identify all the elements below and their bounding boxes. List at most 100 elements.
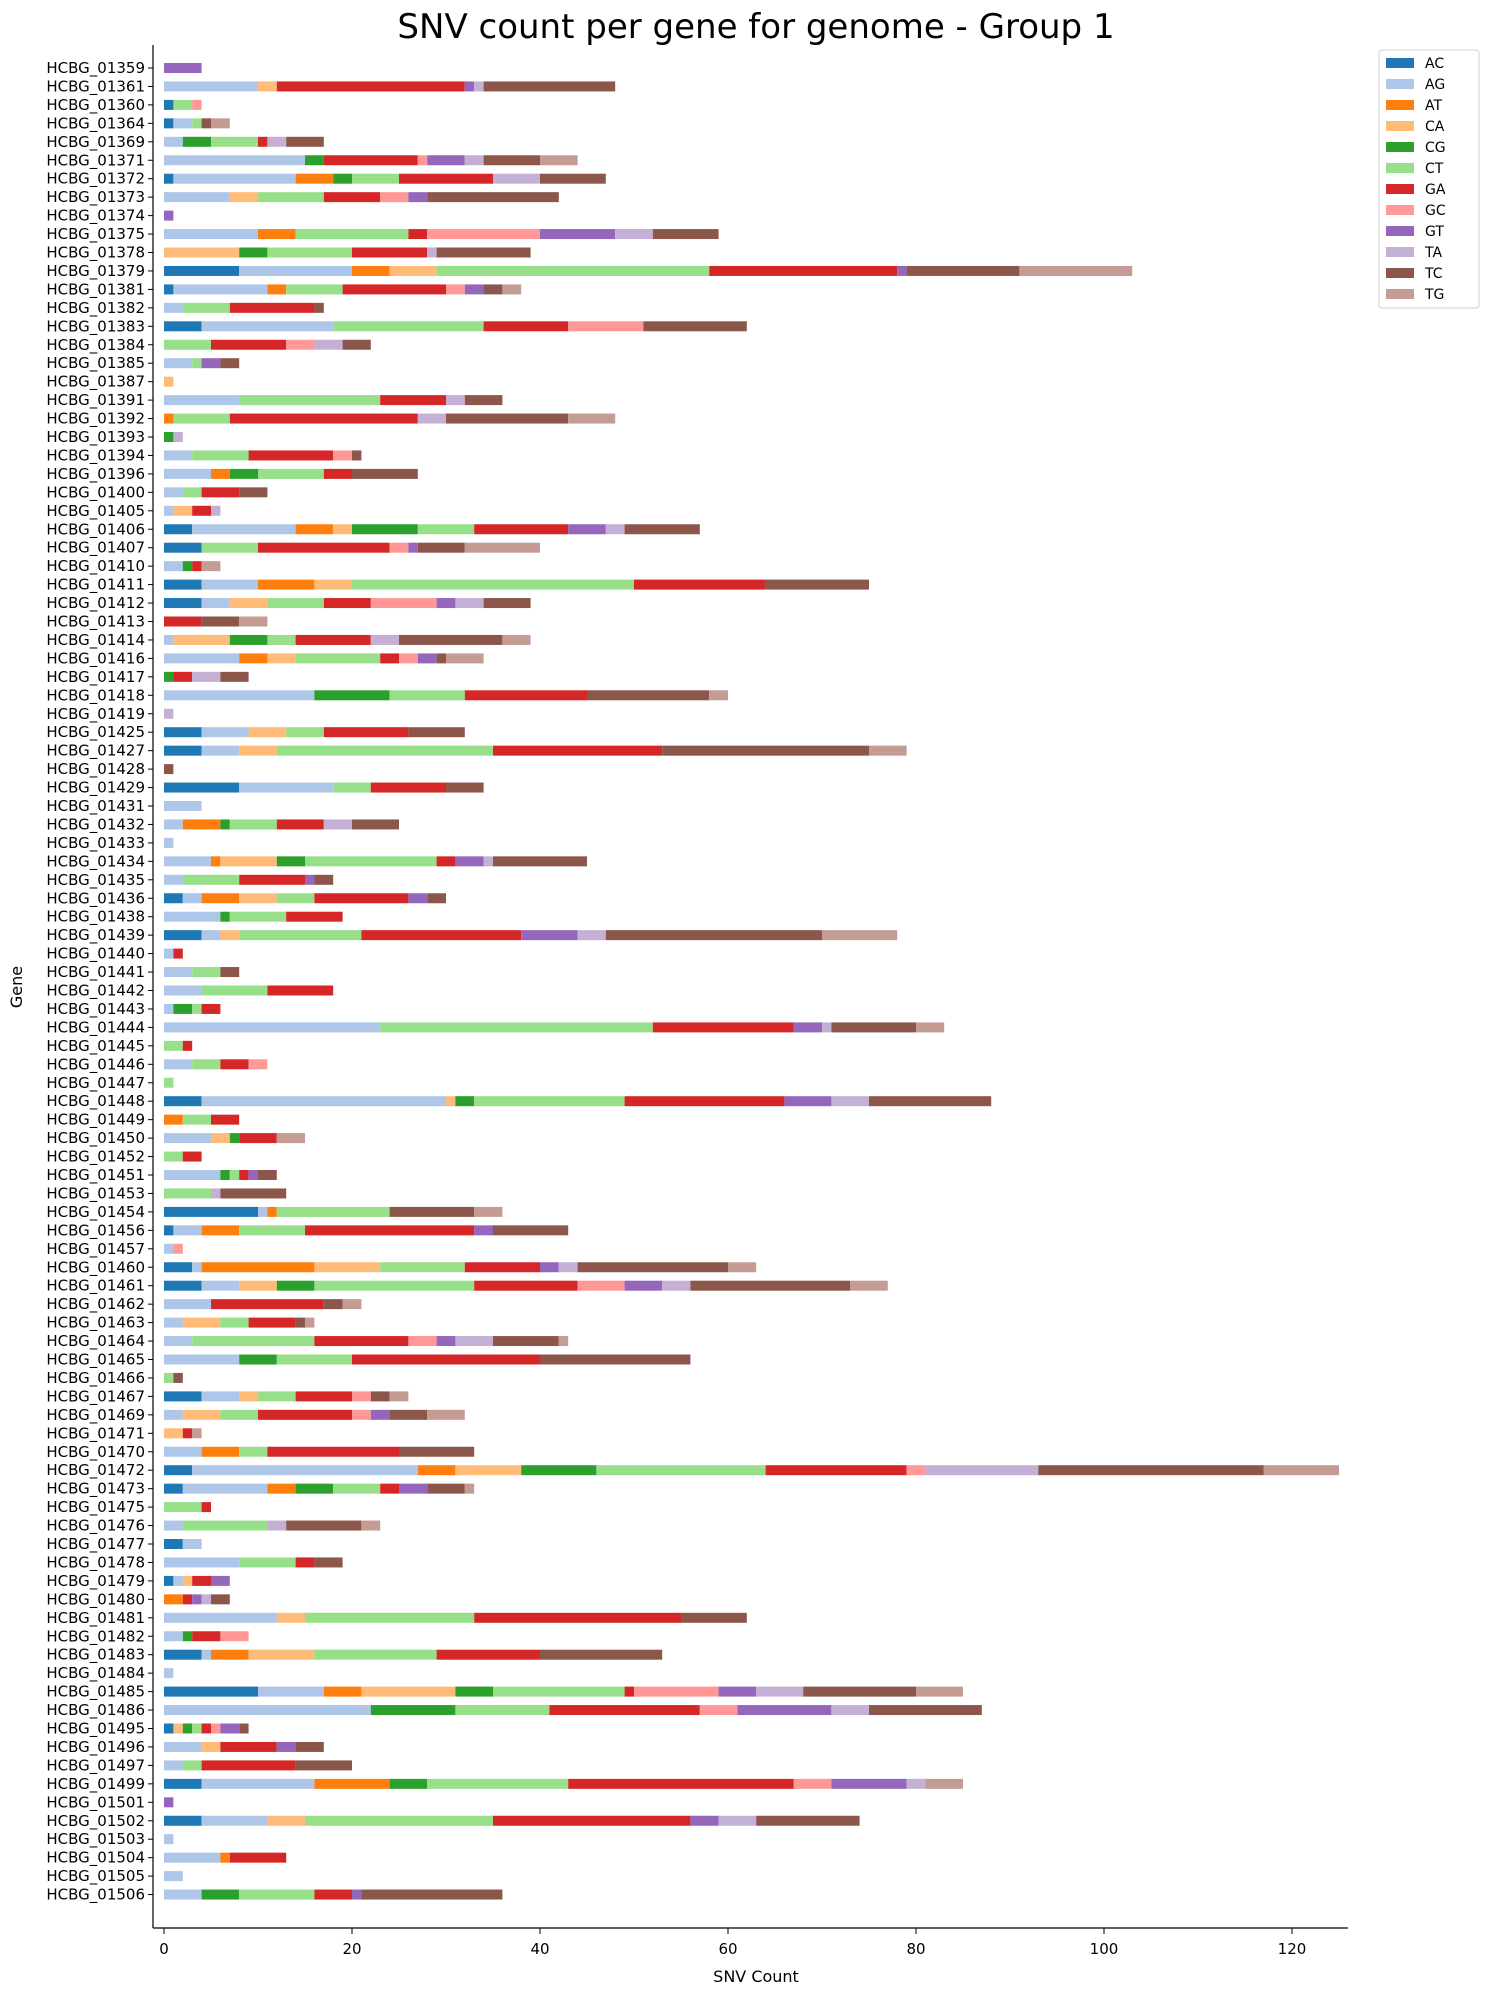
bar-segment	[314, 339, 343, 350]
bar-segment	[164, 708, 174, 719]
bar-segment	[239, 782, 334, 793]
bar-segment	[182, 1575, 193, 1586]
bar-segment	[436, 598, 456, 609]
bar-segment	[164, 782, 240, 793]
bar-segment	[248, 1170, 258, 1180]
bar-segment	[201, 1446, 240, 1457]
y-tick-label: HCBG_01462	[46, 1295, 145, 1314]
bar-segment	[201, 598, 230, 609]
bar-segment	[681, 1612, 747, 1623]
bar-segment	[502, 634, 531, 645]
bar-segment	[192, 1003, 202, 1014]
bar-segment	[634, 1686, 719, 1697]
bar-segment	[229, 911, 287, 922]
legend-label: TA	[1424, 245, 1442, 261]
bar-segment	[239, 1280, 277, 1291]
bar-segment	[314, 1262, 381, 1273]
y-tick-label: HCBG_01378	[46, 244, 145, 263]
bar-segment	[380, 1022, 653, 1033]
bar-segment	[239, 1889, 315, 1900]
y-tick-label: HCBG_01400	[46, 483, 145, 502]
y-tick-label: HCBG_01450	[46, 1129, 145, 1148]
bar-segment	[314, 302, 324, 313]
bar-segment	[662, 1280, 691, 1291]
bar-segment	[192, 1262, 202, 1273]
bar-segment	[352, 173, 399, 184]
bar-segment	[540, 1354, 691, 1365]
bar-segment	[333, 782, 371, 793]
bar-segment	[164, 1317, 183, 1328]
bar-segment	[314, 1778, 390, 1789]
bar-segment	[558, 1336, 569, 1347]
bar-segment	[201, 727, 249, 738]
bar-segment	[164, 432, 174, 442]
bar-segment	[765, 1465, 907, 1476]
bar-segment	[455, 1686, 493, 1697]
bar-segment	[239, 1170, 249, 1180]
y-tick-label: HCBG_01361	[46, 77, 145, 96]
bar-segment	[164, 99, 174, 110]
bar-segment	[455, 598, 484, 609]
bar-segment	[493, 173, 540, 184]
bar-segment	[389, 265, 437, 276]
bar-segment	[164, 1631, 183, 1642]
y-tick-label: HCBG_01506	[46, 1886, 145, 1905]
bar-segment	[164, 136, 183, 147]
bar-segment	[483, 856, 493, 867]
bar-segment	[540, 229, 616, 240]
bar-segment	[182, 1317, 221, 1328]
bar-segment	[201, 561, 221, 572]
bar-segment	[276, 1612, 305, 1623]
bar-segment	[427, 247, 437, 258]
bar-segment	[577, 1280, 625, 1291]
y-tick-label: HCBG_01503	[46, 1830, 145, 1849]
y-tick-label: HCBG_01414	[46, 631, 145, 650]
bar-segment	[220, 358, 240, 369]
bar-segment	[201, 1741, 221, 1752]
bar-segment	[352, 1409, 371, 1420]
bar-segment	[164, 1096, 202, 1107]
bar-segment	[521, 1465, 597, 1476]
bar-segment	[192, 1631, 221, 1642]
legend-swatch	[1386, 121, 1414, 131]
bar-segment	[558, 1262, 578, 1273]
y-tick-label: HCBG_01453	[46, 1184, 145, 1203]
bar-segment	[370, 1409, 390, 1420]
bar-segment	[248, 1649, 315, 1660]
legend-label: GT	[1425, 224, 1444, 240]
bar-segment	[201, 1594, 211, 1605]
bar-segment	[164, 893, 183, 904]
bar-segment	[239, 247, 268, 258]
bar-segment	[192, 118, 202, 129]
bar-segment	[164, 1502, 202, 1513]
y-tick-label: HCBG_01481	[46, 1609, 145, 1628]
bar-segment	[577, 1262, 728, 1273]
legend-swatch	[1386, 205, 1414, 215]
bar-segment	[164, 819, 183, 830]
bar-segment	[389, 542, 409, 553]
bar-segment	[483, 284, 503, 295]
bar-segment	[164, 1483, 183, 1494]
y-tick-label: HCBG_01429	[46, 779, 145, 798]
bar-segment	[248, 1317, 296, 1328]
y-tick-label: HCBG_01485	[46, 1683, 145, 1702]
bar-segment	[220, 911, 230, 922]
bar-segment	[276, 745, 493, 756]
bar-segment	[596, 1465, 766, 1476]
bar-segment	[164, 745, 202, 756]
y-tick-label: HCBG_01497	[46, 1756, 145, 1775]
bar-segment	[201, 1760, 296, 1771]
bar-segment	[164, 302, 183, 313]
bar-segment	[342, 1299, 362, 1310]
bar-segment	[352, 579, 634, 590]
bar-segment	[192, 967, 221, 978]
bar-segment	[549, 1705, 700, 1716]
bar-segment	[192, 450, 249, 461]
bar-segment	[164, 634, 174, 645]
bar-segment	[164, 856, 211, 867]
bar-segment	[182, 1151, 202, 1162]
bar-segment	[267, 598, 324, 609]
bar-segment	[182, 1723, 193, 1734]
bar-segment	[201, 1889, 240, 1900]
y-tick-label: HCBG_01464	[46, 1332, 145, 1351]
